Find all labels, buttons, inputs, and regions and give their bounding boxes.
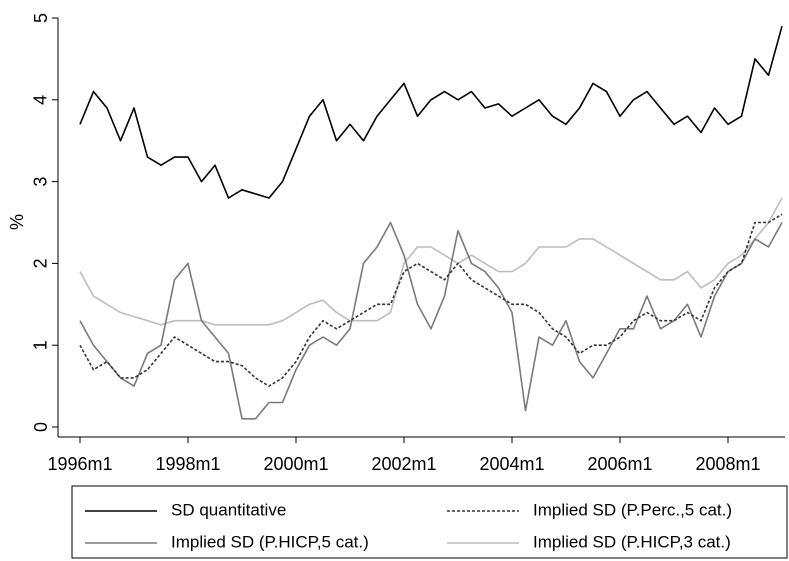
legend: SD quantitative Implied SD (P.Perc.,5 cat…	[85, 500, 732, 551]
legend-label: Implied SD (P.HICP,5 cat.)	[171, 532, 369, 551]
y-tick-label: 5	[31, 13, 51, 23]
series-line	[79, 197, 783, 326]
y-tick-label: 3	[31, 177, 51, 187]
y-tick-label: 4	[31, 95, 51, 105]
legend-label: SD quantitative	[171, 500, 286, 519]
series-line	[79, 25, 783, 199]
legend-box	[71, 485, 788, 559]
x-tick-label: 1996m1	[47, 454, 112, 474]
x-tick-label: 2006m1	[587, 454, 652, 474]
x-tick-label: 2000m1	[263, 454, 328, 474]
y-tick-label: 2	[31, 258, 51, 268]
series-line	[79, 213, 783, 387]
y-axis-label: %	[7, 214, 27, 230]
x-tick-label: 2008m1	[695, 454, 760, 474]
x-tick-label: 1998m1	[155, 454, 220, 474]
legend-label: Implied SD (P.Perc.,5 cat.)	[533, 500, 732, 519]
series-line	[79, 221, 783, 420]
x-tick-label: 2004m1	[479, 454, 544, 474]
y-tick-label: 0	[31, 422, 51, 432]
x-tick-label: 2002m1	[371, 454, 436, 474]
y-tick-label: 1	[31, 340, 51, 350]
legend-label: Implied SD (P.HICP,3 cat.)	[533, 532, 731, 551]
